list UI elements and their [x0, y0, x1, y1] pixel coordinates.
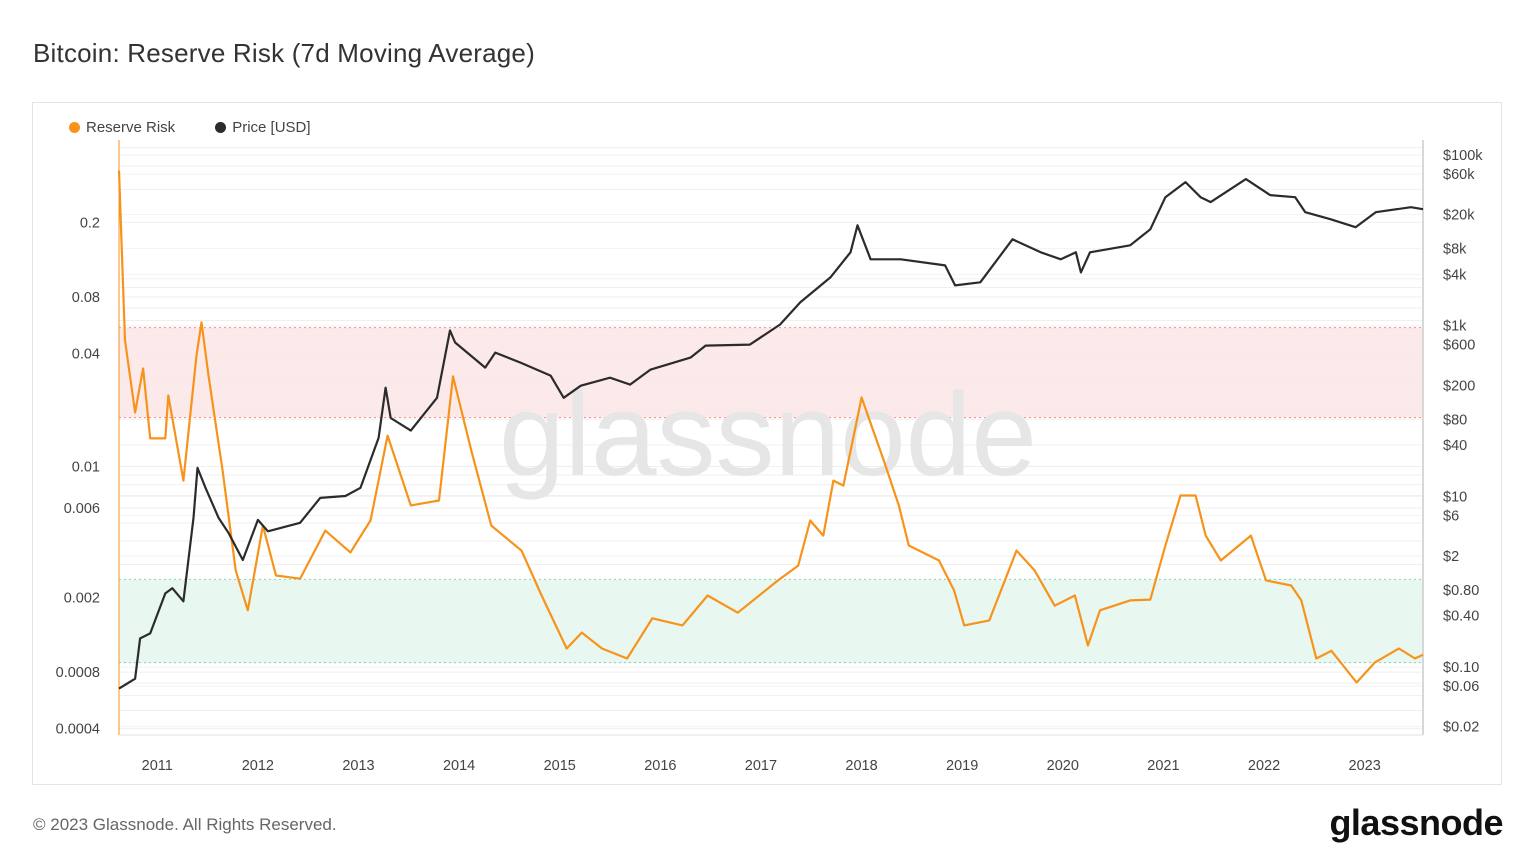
x-tick-label: 2012 — [242, 758, 274, 774]
x-tick-label: 2020 — [1047, 758, 1079, 774]
high-risk-band — [119, 327, 1423, 418]
x-tick-label: 2013 — [342, 758, 374, 774]
right-y-tick-label: $6 — [1443, 508, 1459, 524]
left-y-tick-label: 0.0008 — [56, 665, 100, 681]
x-tick-label: 2017 — [745, 758, 777, 774]
right-y-tick-label: $40 — [1443, 438, 1467, 454]
right-y-tick-label: $1k — [1443, 319, 1467, 335]
right-y-tick-label: $0.02 — [1443, 720, 1479, 736]
legend: Reserve Risk Price [USD] — [69, 119, 311, 136]
right-y-tick-label: $20k — [1443, 208, 1475, 224]
legend-item-price[interactable]: Price [USD] — [215, 119, 311, 136]
right-y-tick-label: $0.40 — [1443, 609, 1479, 625]
right-y-tick-label: $0.10 — [1443, 660, 1479, 676]
left-y-tick-label: 0.006 — [64, 501, 100, 517]
left-y-tick-label: 0.002 — [64, 591, 100, 607]
right-y-tick-label: $8k — [1443, 242, 1467, 258]
legend-label: Reserve Risk — [86, 119, 176, 136]
reserve-risk-line — [117, 170, 1424, 684]
x-tick-label: 2022 — [1248, 758, 1280, 774]
watermark-logo: glassnode — [499, 369, 1037, 501]
right-y-tick-label: $2 — [1443, 549, 1459, 565]
x-tick-label: 2015 — [544, 758, 576, 774]
left-y-tick-label: 0.2 — [80, 215, 100, 231]
x-tick-label: 2019 — [946, 758, 978, 774]
right-y-tick-label: $10 — [1443, 489, 1467, 505]
right-y-tick-label: $100k — [1443, 148, 1483, 164]
right-y-tick-label: $0.06 — [1443, 679, 1479, 695]
right-y-tick-label: $600 — [1443, 338, 1475, 354]
right-y-tick-label: $60k — [1443, 167, 1475, 183]
chart-card — [32, 102, 1502, 785]
legend-item-reserve-risk[interactable]: Reserve Risk — [69, 119, 175, 136]
right-y-tick-label: $200 — [1443, 378, 1475, 394]
reserve-risk-dot-icon — [69, 122, 80, 133]
left-y-tick-label: 0.0004 — [56, 722, 100, 738]
copyright: © 2023 Glassnode. All Rights Reserved. — [33, 815, 337, 834]
price-dot-icon — [215, 122, 227, 133]
legend-label: Price [USD] — [232, 119, 311, 136]
left-y-tick-label: 0.01 — [72, 459, 100, 475]
page-title: Bitcoin: Reserve Risk (7d Moving Average… — [33, 38, 535, 68]
left-y-tick-label: 0.04 — [72, 347, 100, 363]
x-tick-label: 2021 — [1147, 758, 1179, 774]
low-risk-band — [119, 579, 1423, 663]
left-y-tick-label: 0.08 — [72, 290, 100, 306]
x-tick-label: 2011 — [142, 758, 173, 774]
right-y-tick-label: $0.80 — [1443, 583, 1479, 599]
glassnode-logo: glassnode — [1329, 802, 1503, 843]
right-y-tick-label: $80 — [1443, 412, 1467, 428]
x-tick-label: 2016 — [644, 758, 676, 774]
x-tick-label: 2014 — [443, 758, 475, 774]
right-y-tick-label: $4k — [1443, 267, 1467, 283]
x-tick-label: 2018 — [845, 758, 877, 774]
price-line — [118, 178, 1424, 690]
x-tick-label: 2023 — [1349, 758, 1381, 774]
